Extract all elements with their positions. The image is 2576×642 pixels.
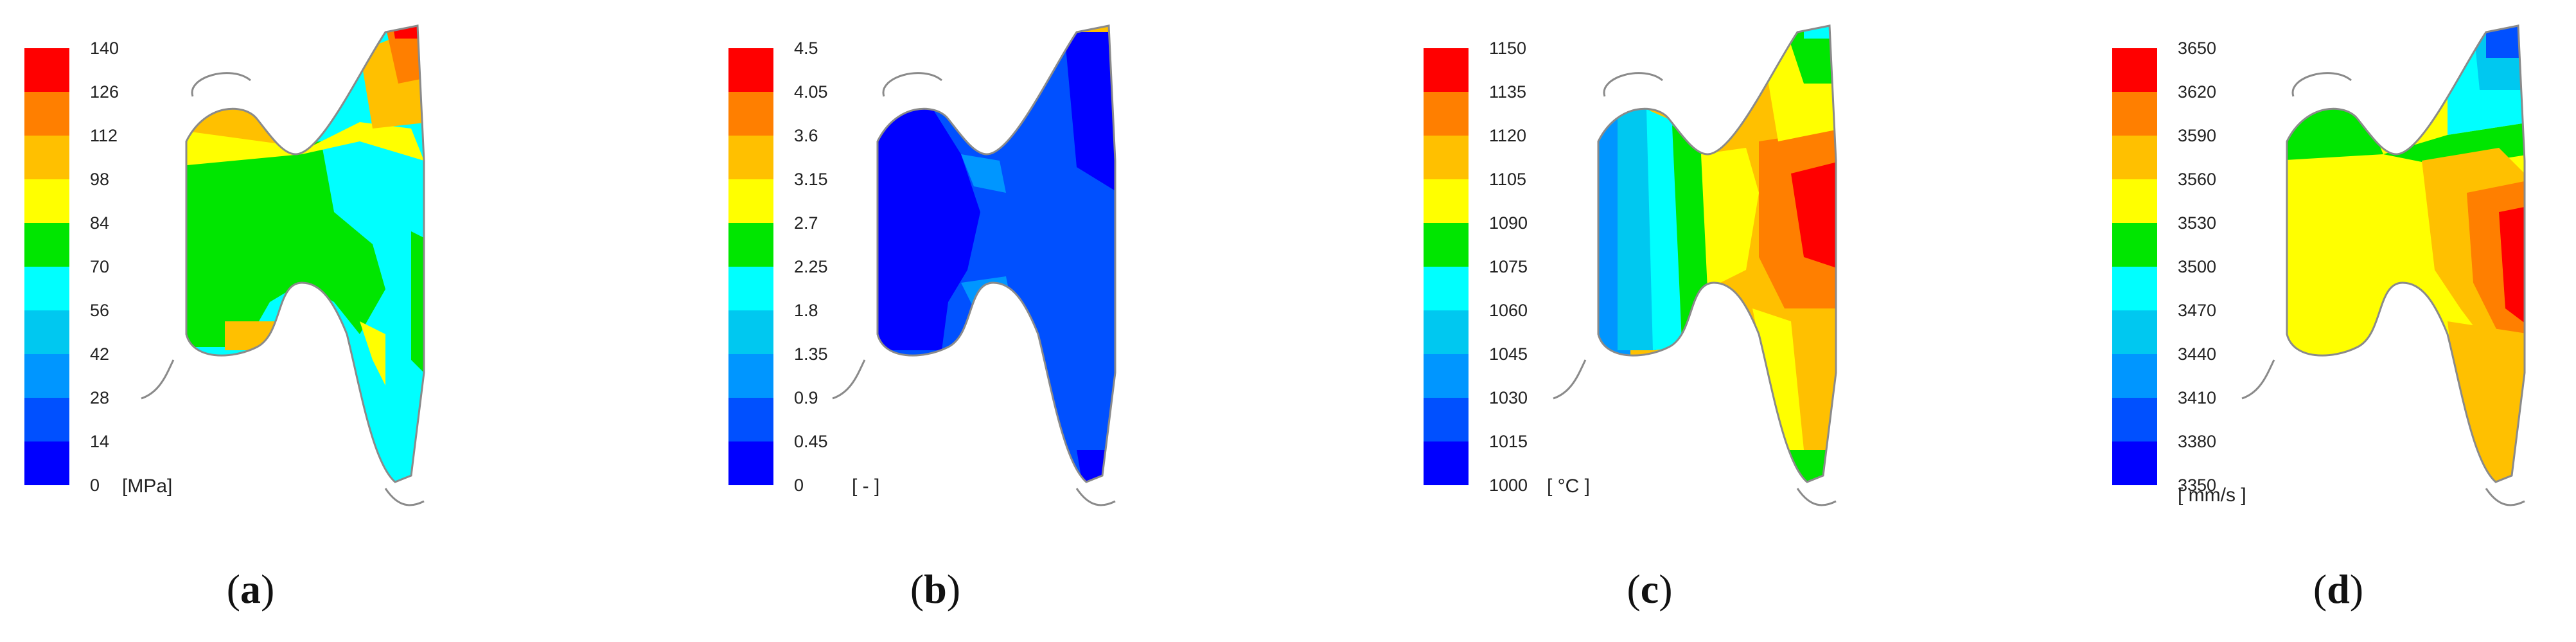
panel-a-graphic: 140 126 112 98 84 70 56 42 28 14 0 [MPa]	[24, 24, 425, 506]
tick-d-2: 3590	[2178, 126, 2216, 145]
tick-a-4: 84	[90, 213, 109, 233]
unit-label-d: [ mm/s ]	[2178, 485, 2246, 506]
panel-c: 1150 1135 1120 1105 1090 1075 1060 1045 …	[1399, 0, 2043, 642]
tick-b-1: 4.05	[794, 82, 828, 102]
caption-b: (b)	[910, 566, 961, 612]
tick-a-10: 0	[90, 476, 100, 495]
panel-a: 140 126 112 98 84 70 56 42 28 14 0 [MPa]…	[0, 0, 644, 642]
tick-d-8: 3410	[2178, 388, 2216, 407]
tick-c-9: 1015	[1489, 432, 1528, 451]
tick-d-7: 3440	[2178, 344, 2216, 364]
tick-b-2: 3.6	[794, 126, 818, 145]
tick-c-8: 1030	[1489, 388, 1528, 407]
tick-a-9: 14	[90, 432, 109, 451]
tick-b-10: 0	[794, 476, 804, 495]
tick-a-1: 126	[90, 82, 119, 102]
tick-c-5: 1075	[1489, 257, 1528, 276]
unit-label-c: [ °C ]	[1547, 476, 1590, 497]
tick-d-9: 3380	[2178, 432, 2216, 451]
tick-d-3: 3560	[2178, 170, 2216, 189]
colorbar-a	[24, 48, 69, 485]
unit-label-a: [MPa]	[122, 476, 172, 497]
tick-a-7: 42	[90, 344, 109, 364]
panel-d: 3650 3620 3590 3560 3530 3500 3470 3440 …	[2088, 0, 2576, 642]
tick-a-3: 98	[90, 170, 109, 189]
colorbar-c	[1424, 48, 1469, 485]
tick-c-1: 1135	[1489, 82, 1526, 102]
tick-c-10: 1000	[1489, 476, 1528, 495]
tick-b-3: 3.15	[794, 170, 828, 189]
tick-b-7: 1.35	[794, 344, 828, 364]
tick-a-8: 28	[90, 388, 109, 407]
tick-d-0: 3650	[2178, 39, 2216, 58]
tick-d-1: 3620	[2178, 82, 2216, 102]
tick-b-6: 1.8	[794, 301, 818, 320]
tick-b-0: 4.5	[794, 39, 818, 58]
tick-a-5: 70	[90, 257, 109, 276]
panel-b-graphic: 4.5 4.05 3.6 3.15 2.7 2.25 1.8 1.35 0.9 …	[728, 24, 1116, 506]
caption-c: (c)	[1627, 566, 1673, 612]
tick-b-8: 0.9	[794, 388, 818, 407]
tick-b-5: 2.25	[794, 257, 828, 276]
caption-d: (d)	[2313, 566, 2364, 612]
tick-c-0: 1150	[1489, 39, 1526, 58]
colorbar-d	[2112, 48, 2157, 485]
tick-c-2: 1120	[1489, 126, 1526, 145]
tick-d-4: 3530	[2178, 213, 2216, 233]
tick-d-10: 3350	[2178, 476, 2216, 495]
tick-b-4: 2.7	[794, 213, 818, 233]
tick-a-2: 112	[90, 126, 118, 145]
unit-label-b: [ - ]	[852, 476, 879, 497]
panel-d-graphic: 3650 3620 3590 3560 3530 3500 3470 3440 …	[2112, 24, 2526, 506]
tick-c-4: 1090	[1489, 213, 1528, 233]
tick-c-7: 1045	[1489, 344, 1528, 364]
tick-a-0: 140	[90, 39, 119, 58]
panel-c-graphic: 1150 1135 1120 1105 1090 1075 1060 1045 …	[1424, 24, 1837, 506]
tick-a-6: 56	[90, 301, 109, 320]
tick-d-6: 3470	[2178, 301, 2216, 320]
tick-d-5: 3500	[2178, 257, 2216, 276]
tick-c-3: 1105	[1489, 170, 1526, 189]
tick-c-6: 1060	[1489, 301, 1528, 320]
panel-b: 4.5 4.05 3.6 3.15 2.7 2.25 1.8 1.35 0.9 …	[704, 0, 1348, 642]
tick-b-9: 0.45	[794, 432, 828, 451]
colorbar-b	[728, 48, 773, 485]
caption-a: (a)	[226, 566, 275, 612]
